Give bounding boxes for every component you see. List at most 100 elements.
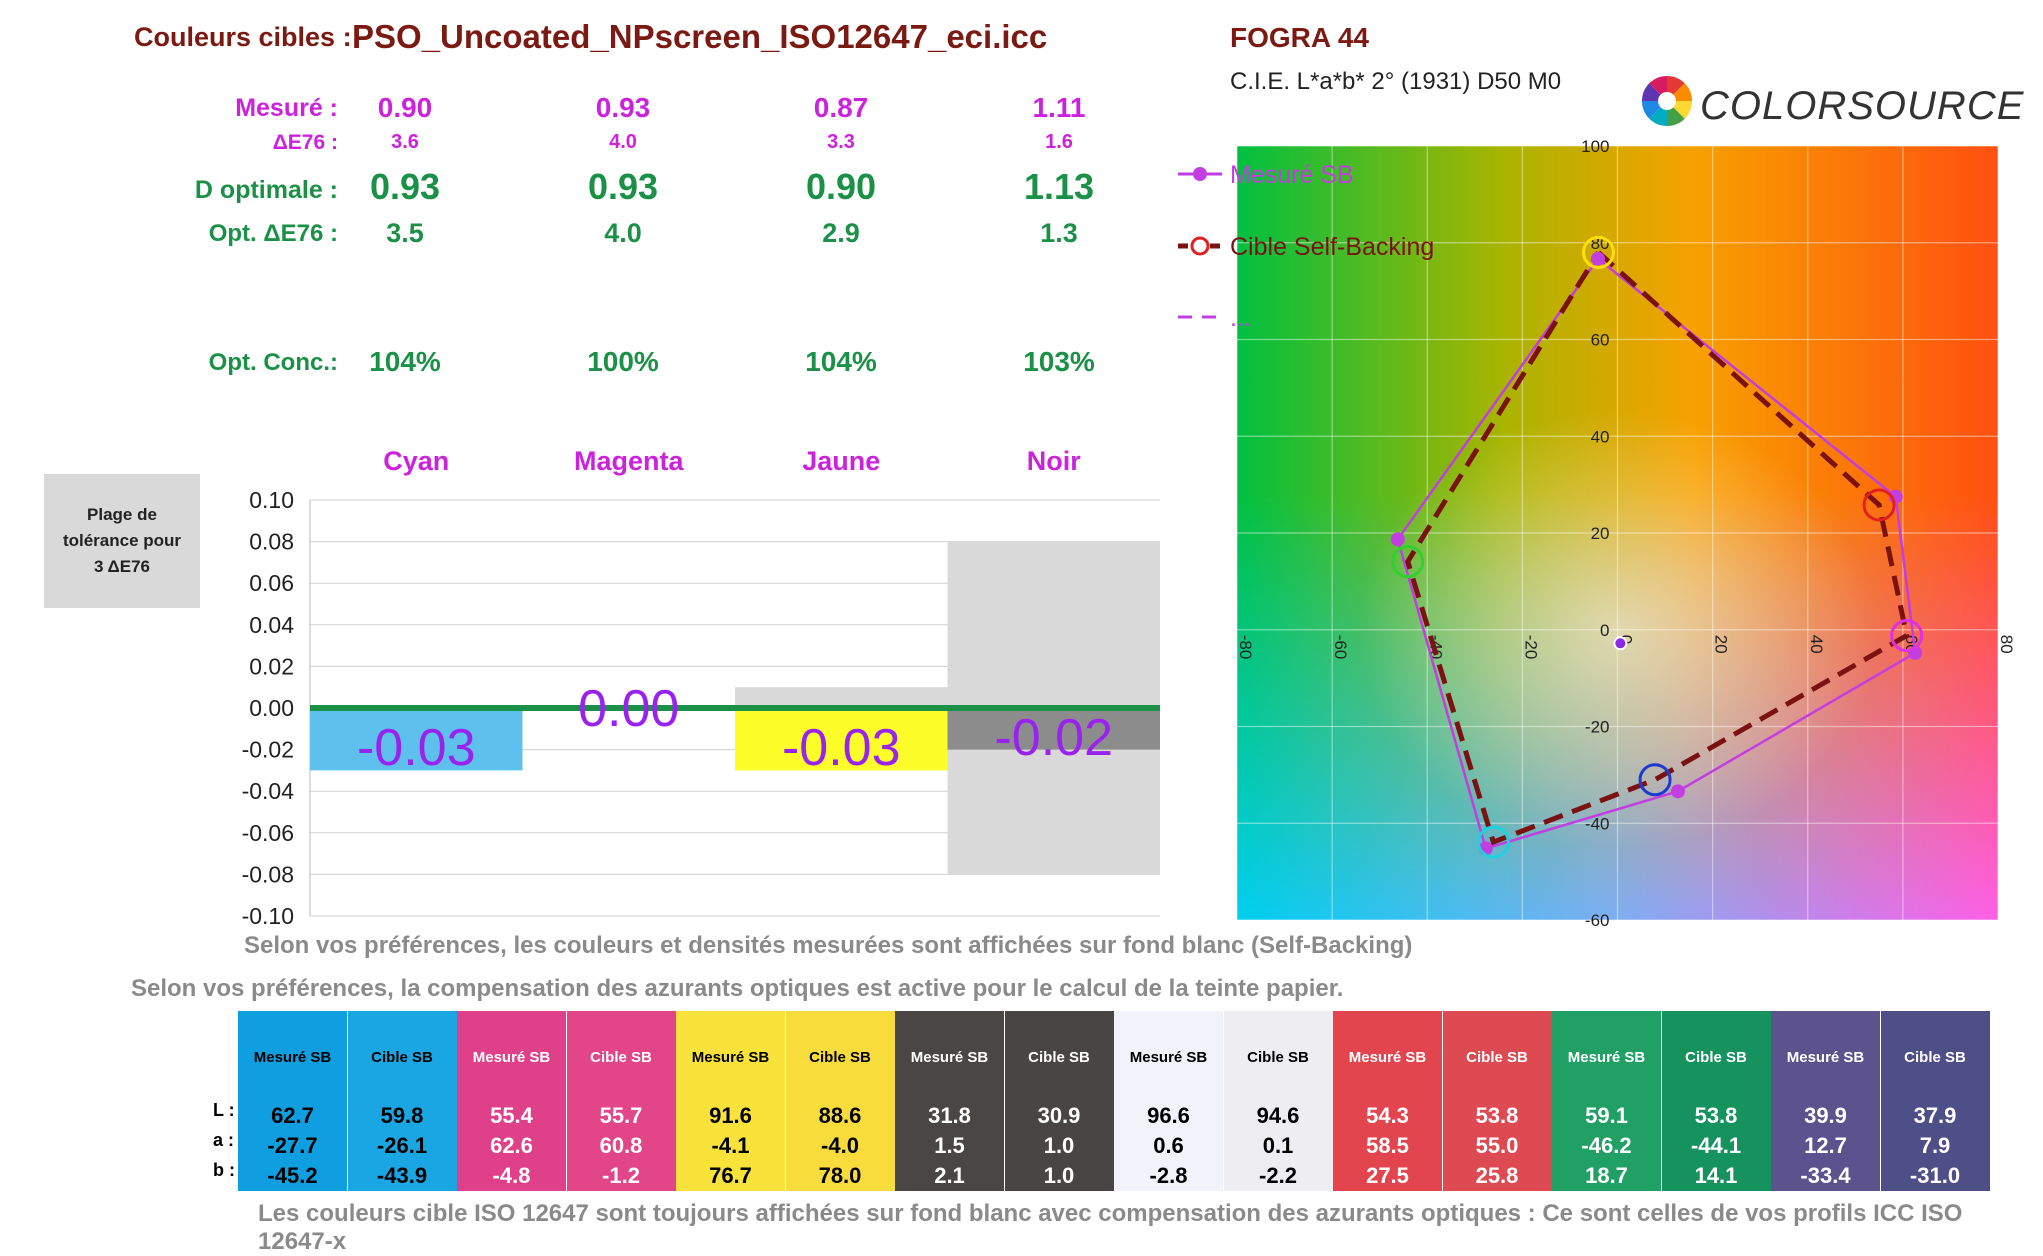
target-circle — [1476, 825, 1510, 859]
colorsource-logo-text: COLORSOURCE — [1700, 84, 2025, 128]
swatch-value-l: 88.6 — [818, 1103, 862, 1128]
color-swatch: Cible SB 88.6 -4.0 78.0 — [785, 1011, 895, 1191]
legend-marker — [1190, 236, 1210, 256]
bar-value-label: 0.00 — [578, 680, 679, 738]
swatch-value-l: 37.9 — [1913, 1103, 1957, 1128]
color-swatch: Cible SB 59.8 -26.1 -43.9 — [347, 1011, 457, 1191]
swatch-value-l: 55.7 — [599, 1103, 643, 1128]
swatch-value-b: -31.0 — [1909, 1163, 1961, 1188]
icc-profile-name: PSO_Uncoated_NPscreen_ISO12647_eci.icc — [352, 18, 1048, 55]
target-circle — [1890, 619, 1924, 653]
swatch-header: Cible SB — [1247, 1049, 1309, 1066]
color-swatch: Cible SB 53.8 -44.1 14.1 — [1661, 1011, 1771, 1191]
swatch-header: Cible SB — [1466, 1049, 1528, 1066]
swatch-header: Mesuré SB — [910, 1049, 989, 1066]
swatch-value-a: 58.5 — [1366, 1133, 1409, 1158]
optimal-density-yellow: 0.90 — [805, 166, 877, 207]
tolerance-line-1: Plage de — [87, 505, 157, 524]
color-swatch: Mesuré SB 55.4 62.6 -4.8 — [457, 1011, 566, 1191]
opt-conc-black: 103% — [1023, 346, 1095, 377]
swatch-value-l: 31.8 — [928, 1103, 971, 1128]
opt-de76-yellow: 2.9 — [822, 218, 860, 248]
legend-marker — [1193, 167, 1207, 181]
swatch-value-a: -27.7 — [267, 1133, 318, 1158]
swatch-value-b: -4.8 — [492, 1163, 531, 1188]
legend-label: Mesuré SB — [1230, 161, 1354, 189]
swatch-value-b: 78.0 — [818, 1163, 862, 1188]
legend-label: ... — [1230, 304, 1251, 332]
swatch-value-b: 1.0 — [1043, 1163, 1075, 1188]
measured-black: 1.11 — [1032, 92, 1086, 123]
target-colors-label: Couleurs cibles : — [134, 22, 352, 52]
category-label: Noir — [1027, 446, 1081, 476]
y-tick-label: -0.08 — [242, 861, 294, 887]
swatch-header: Cible SB — [590, 1049, 652, 1066]
measured-yellow: 0.87 — [813, 92, 869, 123]
swatch-value-b: -33.4 — [1800, 1163, 1851, 1188]
target-circle — [1581, 235, 1615, 269]
swatch-header: Mesuré SB — [1129, 1049, 1208, 1066]
footer-note: Les couleurs cible ISO 12647 sont toujou… — [258, 1200, 1963, 1255]
swatch-value-b: 18.7 — [1585, 1163, 1628, 1188]
swatch-header: Mesuré SB — [1348, 1049, 1427, 1066]
y-tick-label: 20 — [1591, 524, 1610, 543]
swatch-value-b: 14.1 — [1694, 1163, 1738, 1188]
swatch-value-l: 39.9 — [1804, 1103, 1847, 1128]
opt-conc-magenta: 100% — [587, 346, 659, 377]
swatch-value-a: 55.0 — [1475, 1133, 1519, 1158]
y-tick-label: -20 — [1585, 718, 1610, 737]
y-tick-label: -40 — [1585, 814, 1610, 833]
optimal-density-magenta: 0.93 — [587, 166, 659, 207]
opt-conc-label: Opt. Conc.: — [208, 349, 338, 376]
x-tick-label: -60 — [1331, 635, 1350, 660]
colorsource-logo-icon — [1642, 75, 1692, 127]
target-polygon — [1405, 250, 1910, 846]
y-tick-label: -0.10 — [242, 903, 294, 929]
swatch-header: Mesuré SB — [1567, 1049, 1646, 1066]
de76-black: 1.6 — [1045, 131, 1073, 153]
color-swatch: Mesuré SB 31.8 1.5 2.1 — [895, 1011, 1004, 1191]
opt-de76-cyan: 3.5 — [386, 218, 424, 248]
tolerance-line-3: 3 ΔE76 — [93, 557, 150, 576]
swatch-value-a: 62.6 — [490, 1133, 533, 1158]
swatch-value-a: 7.9 — [1919, 1133, 1951, 1158]
target-circle — [1391, 545, 1425, 579]
color-swatch: Cible SB 30.9 1.0 1.0 — [1004, 1011, 1114, 1191]
color-swatch: Mesuré SB 62.7 -27.7 -45.2 — [238, 1011, 347, 1191]
y-tick-label: -60 — [1585, 911, 1610, 930]
bar-cyan — [310, 708, 523, 771]
bar-value-label: -0.02 — [994, 709, 1113, 767]
swatch-value-b: 2.1 — [934, 1163, 965, 1188]
y-tick-label: 0.10 — [249, 487, 294, 513]
opt-conc-yellow: 104% — [805, 346, 877, 377]
color-swatch: Mesuré SB 54.3 58.5 27.5 — [1333, 1011, 1442, 1191]
swatch-value-a: 0.6 — [1153, 1133, 1184, 1158]
swatch-value-b: -1.2 — [602, 1163, 640, 1188]
x-tick-label: -20 — [1521, 635, 1540, 660]
category-label: Magenta — [574, 446, 685, 476]
bar-jaune — [735, 708, 948, 771]
swatch-value-a: -44.1 — [1690, 1133, 1742, 1158]
lab-row-label-a: a : — [213, 1130, 235, 1150]
density-deviation-bar-chart: 0.10 0.08 0.06 0.04 0.02 0.00 -0.02 -0.04 -0.06 -… — [242, 446, 1160, 929]
lab-row-label-l: L : — [213, 1100, 235, 1120]
swatch-header: Cible SB — [371, 1049, 433, 1066]
swatch-value-l: 59.8 — [380, 1103, 424, 1128]
lab-bg-center — [1357, 409, 1878, 850]
swatch-value-a: 1.0 — [1043, 1133, 1075, 1158]
swatch-value-b: -45.2 — [267, 1163, 318, 1188]
swatch-value-l: 62.7 — [271, 1103, 314, 1128]
de76-magenta: 4.0 — [609, 131, 637, 153]
y-tick-label: 60 — [1591, 331, 1610, 350]
bar-noir — [947, 708, 1160, 750]
opt-de76-label: Opt. ΔE76 : — [208, 220, 338, 247]
lab-legend: Mesuré SB Cible Self-Backing... — [1178, 161, 1434, 332]
swatch-header: Cible SB — [809, 1049, 871, 1066]
swatch-value-l: 53.8 — [1475, 1103, 1519, 1128]
measured-point — [1590, 251, 1605, 266]
color-swatch: Cible SB 53.8 55.0 25.8 — [1442, 1011, 1552, 1191]
swatch-header: Mesuré SB — [691, 1049, 770, 1066]
bar-value-label: -0.03 — [357, 719, 476, 777]
swatch-value-b: -43.9 — [376, 1163, 428, 1188]
y-tick-label: 100 — [1581, 137, 1609, 156]
